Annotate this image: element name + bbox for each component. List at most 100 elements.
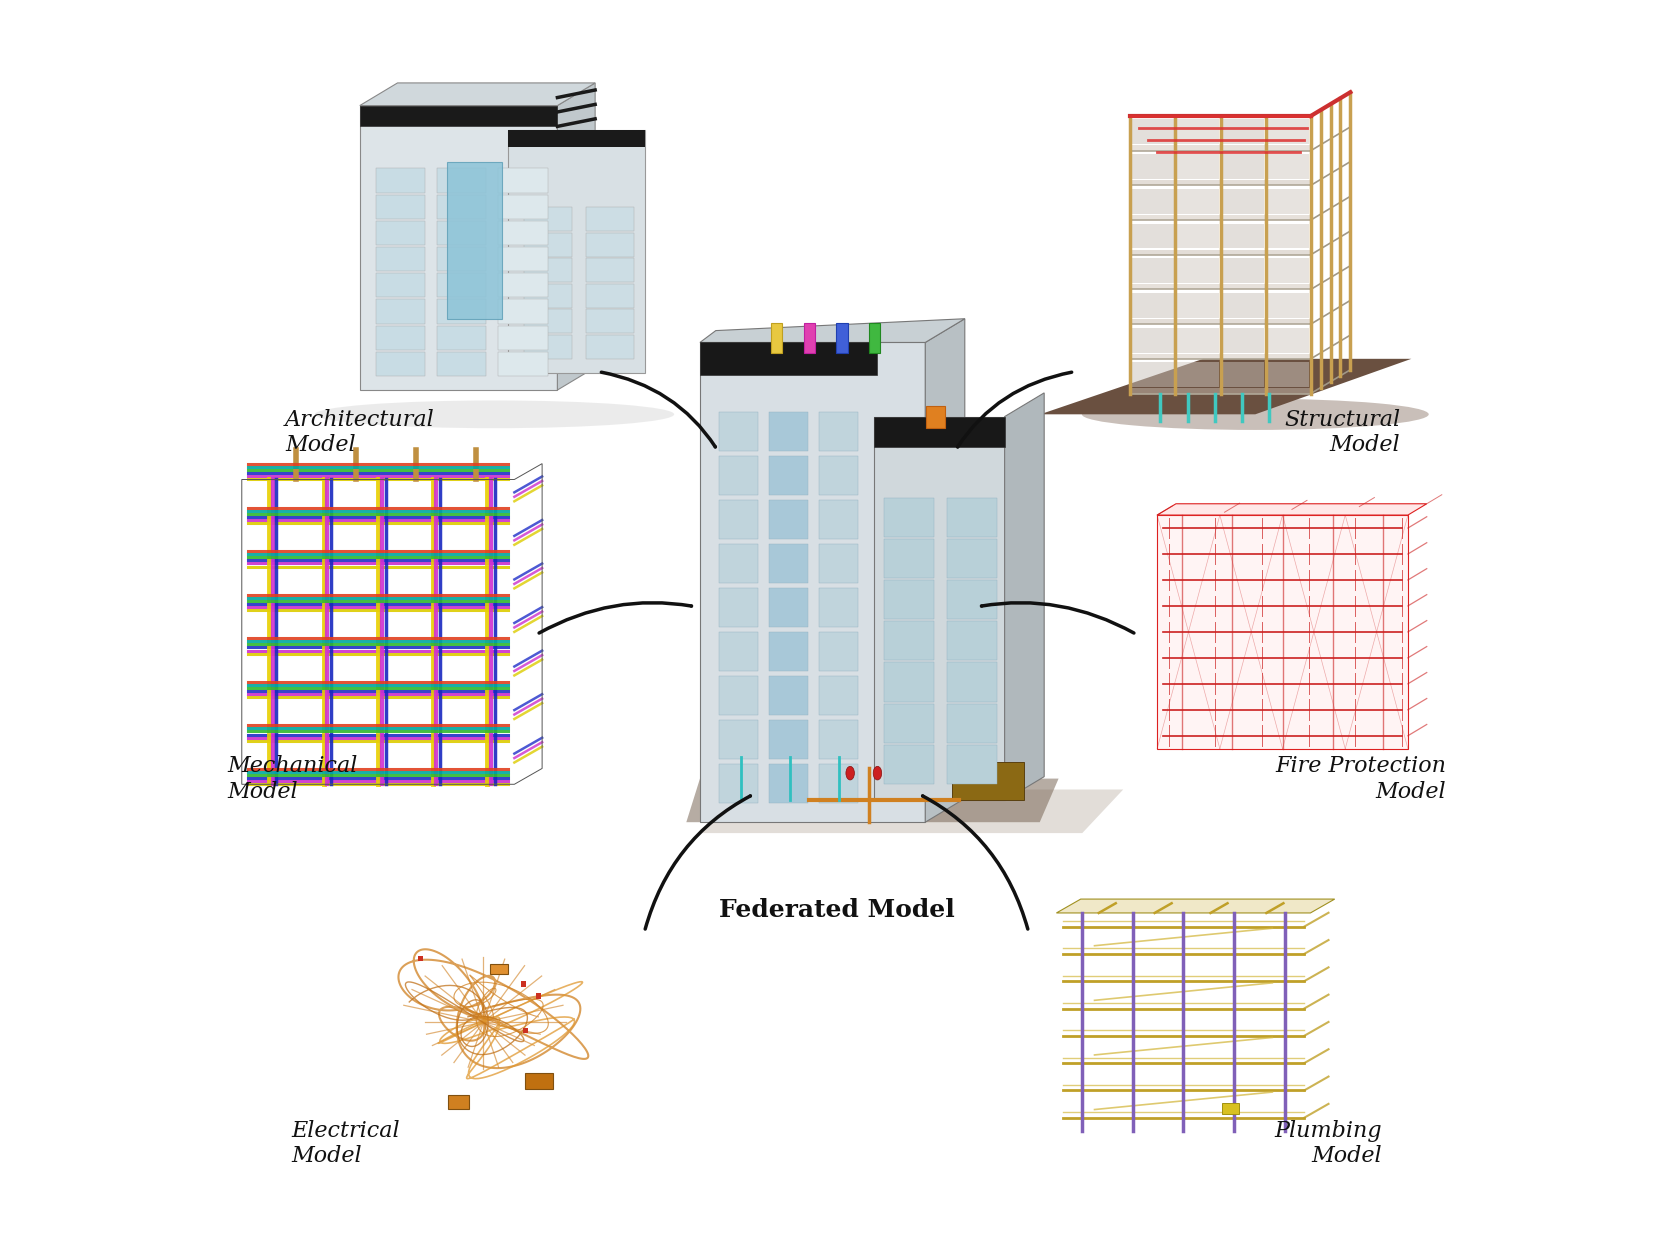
FancyBboxPatch shape bbox=[524, 335, 572, 359]
Polygon shape bbox=[1178, 327, 1220, 353]
FancyBboxPatch shape bbox=[437, 273, 487, 297]
FancyBboxPatch shape bbox=[820, 501, 858, 539]
Polygon shape bbox=[1268, 292, 1308, 318]
Polygon shape bbox=[1268, 362, 1308, 388]
FancyBboxPatch shape bbox=[376, 300, 425, 323]
Polygon shape bbox=[1223, 258, 1265, 284]
FancyBboxPatch shape bbox=[820, 676, 858, 715]
FancyBboxPatch shape bbox=[376, 221, 425, 245]
FancyBboxPatch shape bbox=[770, 501, 808, 539]
FancyBboxPatch shape bbox=[437, 169, 487, 192]
Polygon shape bbox=[1268, 258, 1308, 284]
Polygon shape bbox=[686, 778, 1059, 823]
Ellipse shape bbox=[873, 766, 882, 781]
FancyBboxPatch shape bbox=[770, 413, 808, 451]
FancyBboxPatch shape bbox=[836, 323, 848, 353]
FancyBboxPatch shape bbox=[952, 762, 1024, 800]
Polygon shape bbox=[1133, 362, 1174, 388]
FancyBboxPatch shape bbox=[803, 323, 815, 353]
FancyBboxPatch shape bbox=[947, 621, 997, 660]
Polygon shape bbox=[1178, 362, 1220, 388]
FancyArrowPatch shape bbox=[601, 372, 716, 447]
Polygon shape bbox=[1133, 188, 1174, 214]
FancyBboxPatch shape bbox=[947, 663, 997, 701]
FancyBboxPatch shape bbox=[770, 632, 808, 672]
FancyBboxPatch shape bbox=[586, 309, 634, 333]
Polygon shape bbox=[1131, 145, 1310, 151]
Polygon shape bbox=[1223, 292, 1265, 318]
FancyBboxPatch shape bbox=[770, 456, 808, 496]
FancyBboxPatch shape bbox=[873, 416, 1004, 446]
Polygon shape bbox=[1268, 119, 1308, 145]
FancyBboxPatch shape bbox=[947, 498, 997, 536]
FancyBboxPatch shape bbox=[376, 273, 425, 297]
Polygon shape bbox=[1158, 504, 1427, 515]
FancyBboxPatch shape bbox=[719, 720, 758, 760]
Polygon shape bbox=[360, 105, 557, 390]
FancyBboxPatch shape bbox=[719, 456, 758, 496]
Polygon shape bbox=[1268, 188, 1308, 214]
FancyBboxPatch shape bbox=[719, 544, 758, 584]
Polygon shape bbox=[360, 105, 557, 126]
FancyBboxPatch shape bbox=[770, 676, 808, 715]
Text: Plumbing
Model: Plumbing Model bbox=[1275, 1120, 1382, 1167]
Polygon shape bbox=[1131, 284, 1310, 290]
FancyBboxPatch shape bbox=[719, 589, 758, 627]
FancyBboxPatch shape bbox=[820, 720, 858, 760]
FancyBboxPatch shape bbox=[719, 632, 758, 672]
Polygon shape bbox=[1268, 327, 1308, 353]
FancyArrowPatch shape bbox=[539, 602, 691, 633]
FancyBboxPatch shape bbox=[524, 258, 572, 282]
FancyBboxPatch shape bbox=[883, 621, 934, 660]
FancyBboxPatch shape bbox=[376, 169, 425, 192]
FancyBboxPatch shape bbox=[586, 284, 634, 307]
Text: Structural
Model: Structural Model bbox=[1285, 409, 1400, 456]
FancyBboxPatch shape bbox=[437, 221, 487, 245]
FancyBboxPatch shape bbox=[437, 300, 487, 323]
Text: Electrical
Model: Electrical Model bbox=[291, 1120, 400, 1167]
Polygon shape bbox=[1178, 154, 1220, 180]
FancyBboxPatch shape bbox=[376, 326, 425, 349]
FancyBboxPatch shape bbox=[437, 247, 487, 271]
Polygon shape bbox=[1133, 258, 1174, 284]
FancyBboxPatch shape bbox=[437, 352, 487, 377]
FancyBboxPatch shape bbox=[437, 326, 487, 349]
FancyBboxPatch shape bbox=[947, 539, 997, 577]
FancyBboxPatch shape bbox=[883, 498, 934, 536]
FancyBboxPatch shape bbox=[524, 1027, 529, 1033]
Polygon shape bbox=[1223, 154, 1265, 180]
Polygon shape bbox=[1131, 214, 1310, 221]
Polygon shape bbox=[1133, 327, 1174, 353]
Polygon shape bbox=[1158, 515, 1409, 748]
Polygon shape bbox=[699, 318, 965, 342]
FancyArrowPatch shape bbox=[957, 372, 1072, 447]
Polygon shape bbox=[1133, 292, 1174, 318]
Polygon shape bbox=[1268, 154, 1308, 180]
FancyBboxPatch shape bbox=[499, 247, 547, 271]
FancyBboxPatch shape bbox=[447, 162, 502, 318]
Polygon shape bbox=[1223, 223, 1265, 249]
Text: Mechanical
Model: Mechanical Model bbox=[228, 756, 358, 803]
Polygon shape bbox=[1268, 223, 1308, 249]
FancyBboxPatch shape bbox=[499, 169, 547, 192]
FancyBboxPatch shape bbox=[437, 195, 487, 219]
FancyBboxPatch shape bbox=[868, 323, 880, 353]
Polygon shape bbox=[1056, 900, 1335, 913]
Polygon shape bbox=[1223, 327, 1265, 353]
Polygon shape bbox=[1178, 188, 1220, 214]
Polygon shape bbox=[1131, 249, 1310, 255]
Polygon shape bbox=[1133, 154, 1174, 180]
Polygon shape bbox=[509, 130, 644, 373]
FancyBboxPatch shape bbox=[770, 589, 808, 627]
Polygon shape bbox=[1131, 388, 1310, 394]
Text: Fire Protection
Model: Fire Protection Model bbox=[1275, 756, 1445, 803]
Polygon shape bbox=[1131, 318, 1310, 325]
FancyArrowPatch shape bbox=[922, 795, 1027, 929]
FancyBboxPatch shape bbox=[883, 745, 934, 784]
FancyBboxPatch shape bbox=[586, 258, 634, 282]
FancyBboxPatch shape bbox=[499, 195, 547, 219]
FancyBboxPatch shape bbox=[719, 501, 758, 539]
FancyBboxPatch shape bbox=[586, 335, 634, 359]
FancyBboxPatch shape bbox=[947, 580, 997, 620]
Polygon shape bbox=[1178, 119, 1220, 145]
